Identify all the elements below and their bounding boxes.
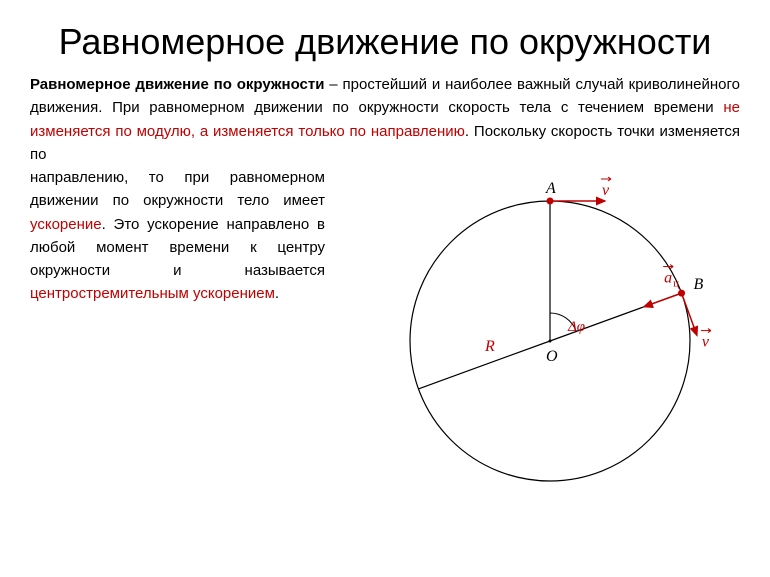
def-term: Равномерное движение по окружности [30,76,324,93]
content-area: Равномерное движение по окружности – про… [0,73,770,306]
text-diagram-wrap: направлению, то при равномерном движении… [30,166,740,306]
p2-highlight1: ускорение [30,216,102,233]
p2-highlight2: центростремительным ускорением [30,285,275,302]
svg-text:R: R [484,338,495,355]
p2-text1: направлению, то при равномерном движении… [30,169,325,209]
circle-diagram: A B O R Δφ v v aц [340,166,740,506]
svg-text:v: v [602,182,610,199]
svg-text:ц: ц [673,278,679,290]
svg-text:O: O [546,348,558,365]
svg-text:Δφ: Δφ [567,319,585,335]
svg-text:a: a [664,270,672,287]
wrapped-paragraph: направлению, то при равномерном движении… [30,166,325,306]
svg-text:A: A [545,180,556,197]
intro-paragraph: Равномерное движение по окружности – про… [30,73,740,166]
p2-text3: . [275,285,279,302]
svg-text:B: B [694,276,704,293]
svg-text:v: v [702,334,710,351]
page-title: Равномерное движение по окружности [0,0,770,73]
